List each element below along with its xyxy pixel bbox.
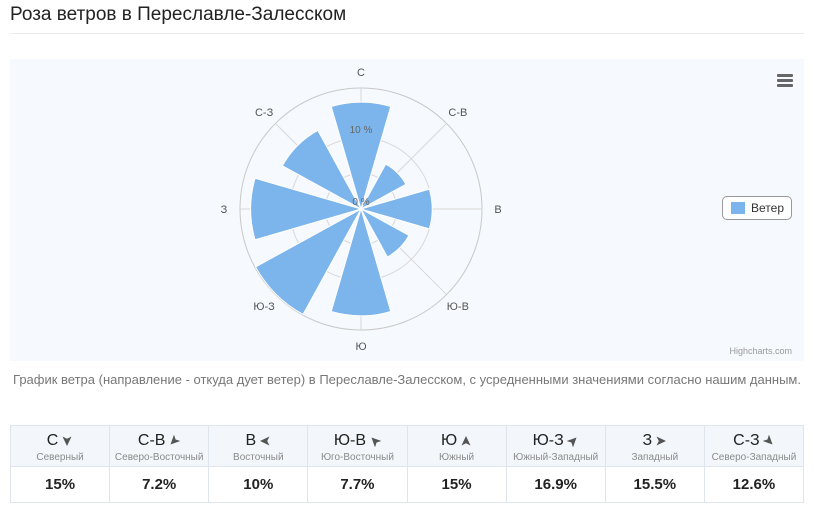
hamburger-menu-icon-line [777,79,793,82]
wind-bar-2 [359,188,433,230]
legend-swatch [731,202,745,214]
triangle-arrow-icon [168,435,181,447]
wind-bar-6 [250,177,363,241]
y-tick-label: 0 % [352,197,369,208]
category-label: С [357,67,365,79]
direction-abbr: Ю [440,432,458,449]
direction-abbr: Ю-В [333,432,367,449]
wind-bar-0 [330,101,392,211]
direction-name: Северо-Восточный [114,452,204,463]
wind-bar-4 [330,207,392,317]
direction-name: Юго-Восточный [320,452,394,463]
direction-name: Южный [439,452,475,463]
direction-abbr: С-З [733,432,760,449]
hamburger-menu-icon [777,74,793,77]
direction-value: 10% [243,476,274,493]
chart-menu-button[interactable] [773,69,797,93]
direction-abbr: З [642,432,653,449]
direction-value: 16.9% [534,476,577,493]
direction-header: Ю Южный [407,426,506,467]
wind-bar-3 [359,207,410,258]
legend-label: Ветер [751,201,784,215]
wind-rose-plot: 0 % 10 % С С-В В Ю-В Ю Ю-З З С-З [221,67,502,353]
triangle-arrow-icon [369,435,382,447]
category-label: С-В [448,107,467,119]
direction-name: Западный [631,452,679,463]
direction-abbr: С [46,432,59,449]
triangle-arrow-icon [61,435,73,447]
direction-header: В Восточный [209,426,308,467]
category-label: Ю [355,341,366,353]
direction-cell: Ю-В Юго-Восточный 7.7% [308,426,408,502]
wind-bar-7 [281,129,363,211]
direction-abbr: С-В [137,432,166,449]
y-tick-label: 10 % [350,125,373,136]
direction-header: Ю-В Юго-Восточный [308,426,407,467]
category-label: Ю-З [253,301,275,313]
direction-value: 7.7% [340,476,375,493]
direction-cell: З Западный 15.5% [605,426,705,502]
direction-abbr: Ю-З [532,432,564,449]
direction-header: С-З Северо-Западный [704,426,803,467]
direction-cell: В Восточный 10% [209,426,309,502]
triangle-arrow-icon [566,435,579,447]
direction-cell: С-З Северо-Западный 12.6% [704,426,803,502]
direction-header: С Северный [11,426,110,467]
chart-caption: График ветра (направление - откуда дует … [13,372,801,387]
direction-name: Южный-Западный [513,452,599,463]
category-label: З [221,204,228,216]
highcharts-credits-link[interactable]: Highcharts.com [729,346,792,356]
triangle-arrow-icon [460,435,472,447]
triangle-arrow-icon [762,435,775,447]
direction-name: Северо-Западный [711,452,797,463]
direction-cell: С Северный 15% [11,426,111,502]
direction-header: З Западный [605,426,704,467]
wind-bar-5 [254,207,363,316]
category-label: С-З [255,107,274,119]
hamburger-menu-icon-line [777,84,793,87]
direction-abbr: В [245,432,257,449]
direction-value: 12.6% [732,476,776,493]
direction-header: С-В Северо-Восточный [110,426,209,467]
triangle-arrow-icon [655,435,667,447]
direction-value: 15% [441,476,472,493]
direction-name: Восточный [233,452,284,463]
direction-header: Ю-З Южный-Западный [506,426,605,467]
page-title: Роза ветров в Переславле-Залесском [10,4,347,25]
direction-cell: Ю-З Южный-Западный 16.9% [506,426,606,502]
direction-cell: С-В Северо-Восточный 7.2% [110,426,210,502]
category-label: В [494,204,501,216]
direction-value: 7.2% [142,476,177,493]
direction-name: Северный [36,452,84,463]
legend-item-wind[interactable]: Ветер [722,196,792,220]
category-label: Ю-В [447,301,469,313]
wind-rose-chart: 0 % 10 % С С-В В Ю-В Ю Ю-З З С-З Ветер Highcharts… [10,59,804,361]
direction-value: 15% [45,476,76,493]
direction-value: 15.5% [633,476,677,493]
triangle-arrow-icon [259,435,271,447]
wind-bar-1 [359,163,407,211]
direction-cell: Ю Южный 15% [407,426,507,502]
wind-direction-table: С Северный 15% С-В Северо-Восточный 7.2%… [10,425,804,503]
title-divider [10,33,804,34]
